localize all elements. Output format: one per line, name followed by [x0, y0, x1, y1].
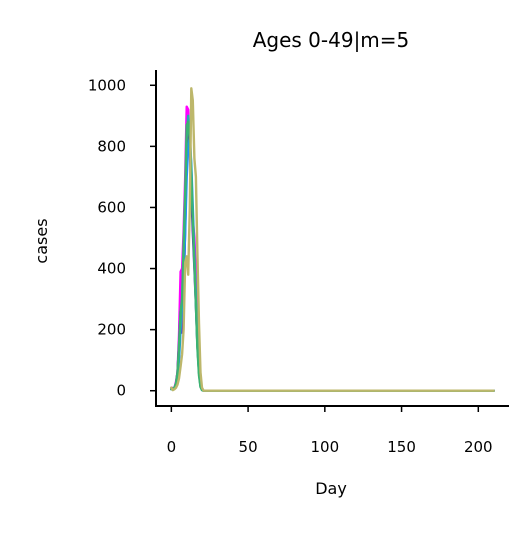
x-tick-label: 200	[464, 438, 493, 456]
y-ticks: 0 200 400 600 800 1000	[88, 76, 156, 400]
y-tick-label: 1000	[88, 76, 126, 94]
x-tick-label: 150	[387, 438, 416, 456]
x-axis-label: Day	[315, 479, 347, 498]
series-line-5	[170, 120, 495, 392]
y-axis-label: cases	[32, 218, 51, 263]
x-tick-label: 100	[311, 438, 340, 456]
y-tick-label: 200	[97, 321, 126, 339]
series-line-2	[170, 120, 495, 392]
y-tick-label: 0	[116, 382, 126, 400]
series-line-6	[170, 87, 495, 392]
y-tick-label: 400	[97, 260, 126, 278]
y-tick-label: 800	[97, 137, 126, 155]
chart-title: Ages 0-49|m=5	[253, 28, 410, 52]
series-line-1	[170, 105, 495, 392]
series-line-3	[170, 135, 495, 392]
series-line-4	[170, 114, 495, 392]
x-ticks: 0 50 100 150 200	[167, 406, 493, 456]
x-tick-label: 50	[239, 438, 258, 456]
series-layer	[170, 87, 495, 392]
x-tick-label: 0	[167, 438, 177, 456]
y-tick-label: 600	[97, 198, 126, 216]
